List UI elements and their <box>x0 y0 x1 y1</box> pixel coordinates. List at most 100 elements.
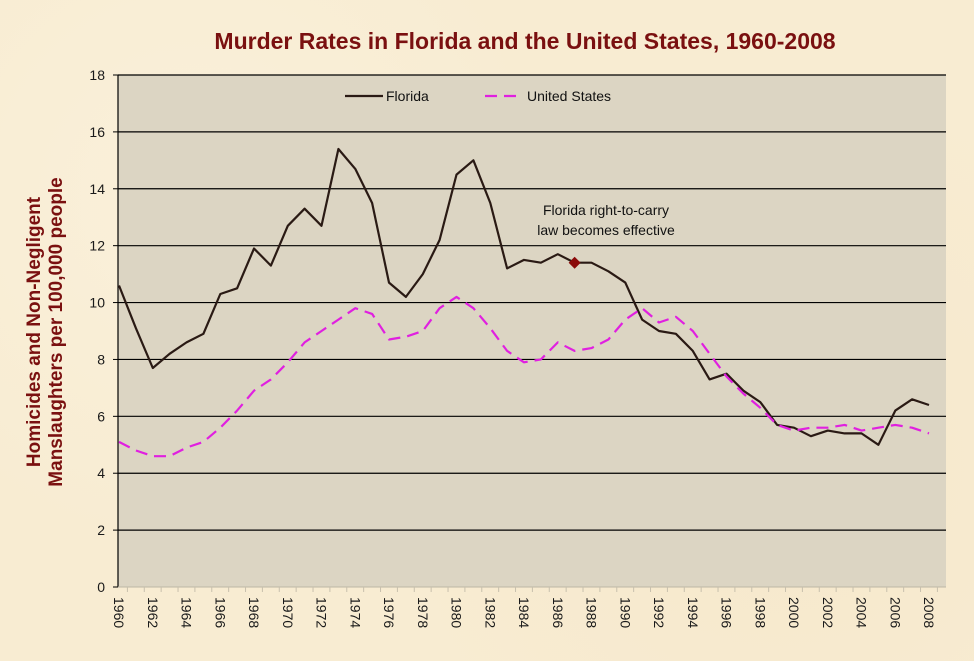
data-point <box>337 318 339 320</box>
data-point <box>860 429 862 431</box>
data-point <box>928 432 930 434</box>
data-point <box>810 435 812 437</box>
data-point <box>540 262 542 264</box>
x-tick-label: 1978 <box>415 597 431 628</box>
data-point <box>776 424 778 426</box>
series-line-united-states <box>118 295 930 458</box>
data-point <box>692 350 694 352</box>
data-point <box>860 432 862 434</box>
data-point <box>219 427 221 429</box>
y-tick-label: 2 <box>97 522 105 538</box>
plot-area <box>118 75 946 587</box>
data-point <box>523 259 525 261</box>
y-tick-label: 8 <box>97 351 105 367</box>
annotation-diamond-marker <box>568 256 581 269</box>
data-point <box>793 429 795 431</box>
data-point <box>472 307 474 309</box>
data-point <box>675 316 677 318</box>
data-point <box>405 296 407 298</box>
data-point <box>371 202 373 204</box>
data-point <box>641 307 643 309</box>
data-point <box>320 330 322 332</box>
data-point <box>337 148 339 150</box>
data-point <box>438 239 440 241</box>
series-group <box>117 147 930 458</box>
data-point <box>742 392 744 394</box>
data-point <box>405 335 407 337</box>
data-point <box>135 327 137 329</box>
x-tick-label: 1992 <box>651 597 667 628</box>
data-point <box>827 427 829 429</box>
data-point <box>810 427 812 429</box>
data-point <box>202 441 204 443</box>
data-point <box>152 455 154 457</box>
data-point <box>506 267 508 269</box>
data-point <box>371 313 373 315</box>
x-tick-label: 1982 <box>482 597 498 628</box>
x-tick-label: 1996 <box>719 597 735 628</box>
x-tick-label: 1986 <box>550 597 566 628</box>
data-point <box>573 350 575 352</box>
data-point <box>843 424 845 426</box>
data-point <box>422 273 424 275</box>
data-point <box>557 253 559 255</box>
data-point <box>354 168 356 170</box>
x-tick-label: 2002 <box>820 597 836 628</box>
x-tick-label: 1968 <box>246 597 262 628</box>
data-point <box>135 449 137 451</box>
data-point <box>422 330 424 332</box>
data-point <box>118 441 120 443</box>
y-tick-label: 12 <box>89 238 105 254</box>
x-tick-label: 1966 <box>212 597 228 628</box>
x-tick-label: 1976 <box>381 597 397 628</box>
x-tick-label: 2000 <box>786 597 802 628</box>
y-axis-label-line-2: Manslaughters per 100,000 people <box>46 177 67 486</box>
data-point <box>489 327 491 329</box>
data-point <box>759 401 761 403</box>
data-point <box>708 353 710 355</box>
y-tick-label: 14 <box>89 181 105 197</box>
data-point <box>759 407 761 409</box>
data-point <box>843 432 845 434</box>
x-tick-label: 2008 <box>921 597 937 628</box>
data-point <box>827 429 829 431</box>
series-line-florida <box>117 147 930 446</box>
data-point <box>894 424 896 426</box>
y-tick-label: 16 <box>89 124 105 140</box>
data-point <box>911 427 913 429</box>
data-point <box>219 293 221 295</box>
data-point <box>185 446 187 448</box>
data-point <box>168 455 170 457</box>
data-point <box>118 284 120 286</box>
data-point <box>506 350 508 352</box>
x-tick-label: 1974 <box>347 597 363 628</box>
x-tick-label: 1962 <box>145 597 161 628</box>
data-point <box>455 173 457 175</box>
data-point <box>253 390 255 392</box>
gridlines <box>118 74 946 531</box>
data-point <box>168 353 170 355</box>
x-tick-label: 1990 <box>617 597 633 628</box>
x-tick-label: 1972 <box>314 597 330 628</box>
legend-label: Florida <box>386 88 429 104</box>
annotations: Florida right-to-carry law becomes effect… <box>537 202 675 269</box>
data-point <box>455 296 457 298</box>
annotation-text: Florida right-to-carry <box>543 202 669 218</box>
data-point <box>607 338 609 340</box>
data-point <box>877 444 879 446</box>
x-tick-label: 1960 <box>111 597 127 628</box>
data-point <box>270 264 272 266</box>
data-point <box>590 262 592 264</box>
x-tick-label: 1994 <box>685 597 701 628</box>
data-point <box>911 398 913 400</box>
data-point <box>675 333 677 335</box>
data-point <box>472 159 474 161</box>
legend: Florida United States <box>345 88 611 104</box>
data-point <box>590 347 592 349</box>
y-tick-label: 4 <box>97 465 105 481</box>
y-tick-label: 18 <box>89 67 105 83</box>
data-point <box>388 338 390 340</box>
data-point <box>489 202 491 204</box>
x-tick-label: 1980 <box>449 597 465 628</box>
